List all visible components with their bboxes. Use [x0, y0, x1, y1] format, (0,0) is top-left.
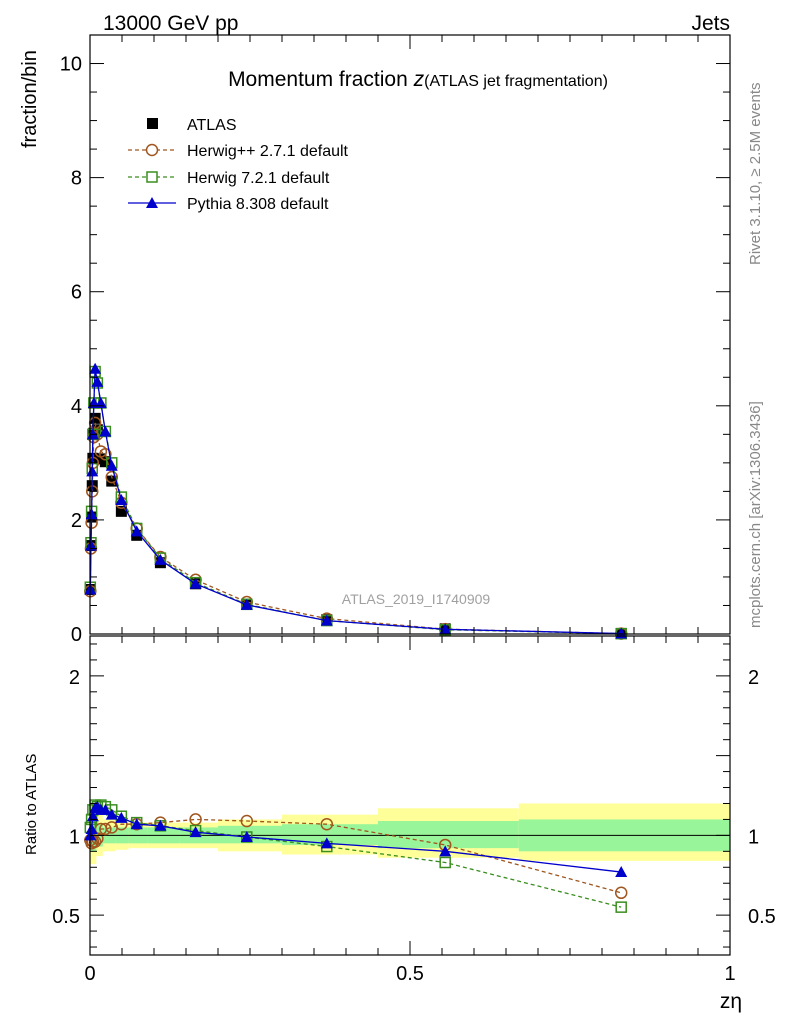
series-pythia-point [130, 525, 143, 537]
series-atlas-point [115, 505, 127, 517]
rivet-label: Rivet 3.1.10, ≥ 2.5M events [747, 83, 764, 266]
series-atlas-point [106, 475, 118, 487]
category-label: Jets [691, 12, 730, 35]
main-y-tick-label: 10 [60, 54, 82, 76]
ratio-series-herwigpp-point [99, 822, 112, 836]
legend-label-atlas: ATLAS [187, 117, 237, 134]
ratio-series-herwig7-point [439, 856, 451, 869]
series-pythia-point [86, 465, 99, 477]
legend-label-herwig7: Herwig 7.2.1 default [187, 170, 330, 187]
ratio-y-axis-label: Ratio to ATLAS [23, 754, 40, 855]
x-tick-label: 0.5 [396, 963, 424, 985]
series-atlas-point [99, 456, 111, 468]
main-title: Momentum fraction z(ATLAS jet fragmentat… [228, 68, 608, 91]
ratio-y-tick-label-left: 2 [69, 667, 80, 689]
series-pythia-point [115, 493, 128, 505]
ratio-series-pythia-point [105, 808, 118, 820]
x-axis-label: zη [720, 990, 742, 1013]
legend-marker-pythia [146, 197, 158, 208]
series-pythia-point [85, 508, 98, 520]
ratio-y-tick-label-right: 2 [748, 667, 759, 689]
ratio-series-pythia-point [189, 826, 202, 838]
legend-marker-atlas [147, 118, 158, 129]
ratio-y-tick-label-right: 1 [748, 826, 759, 848]
main-y-tick-label: 6 [71, 282, 82, 304]
legend-entry-atlas: ATLAS [147, 117, 237, 134]
legend-marker-herwig7 [146, 171, 158, 183]
x-tick-label: 0 [84, 963, 95, 985]
ratio-series-pythia-point [99, 803, 112, 815]
main-axes: 0 2 4 6 8 10 [60, 34, 731, 646]
main-y-tick-label: 0 [71, 624, 82, 646]
legend-entry-herwigpp: Herwig++ 2.7.1 default [128, 143, 349, 160]
ratio-plot-area [84, 799, 730, 913]
series-pythia [84, 362, 628, 639]
x-tick-label: 1 [724, 963, 735, 985]
series-pythia-point [189, 577, 202, 589]
ratio-y-tick-label-left: 1 [69, 826, 80, 848]
ratio-series-pythia-point [130, 818, 143, 830]
series-pythia-point [89, 362, 102, 374]
main-title-text: Momentum fraction [228, 68, 414, 91]
ratio-series-herwig7-point [615, 901, 627, 913]
main-y-tick-label: 4 [71, 396, 82, 418]
series-pythia-point [99, 425, 112, 437]
legend: ATLAS Herwig++ 2.7.1 default Herwig 7.2.… [128, 117, 349, 213]
ratio-series-pythia-point [320, 837, 333, 849]
ratio-series-pythia-point [439, 845, 452, 857]
series-pythia-point [105, 459, 118, 471]
series-pythia-point [320, 614, 333, 626]
legend-entry-herwig7: Herwig 7.2.1 default [128, 170, 330, 187]
main-title-subtitle: (ATLAS jet fragmentation) [424, 73, 608, 90]
series-atlas-point [89, 412, 101, 424]
energy-label: 13000 GeV pp [103, 12, 238, 35]
ratio-y-tick-label-right: 0.5 [748, 906, 776, 928]
main-y-axis-label: fraction/bin [19, 50, 41, 148]
main-y-tick-label: 8 [71, 168, 82, 190]
analysis-watermark: ATLAS_2019_I1740909 [342, 591, 491, 607]
ratio-series-herwig7-line [89, 804, 622, 908]
ratio-series-pythia-point [615, 866, 628, 878]
ratio-series-herwigpp-point [320, 817, 334, 831]
series-pythia-point [91, 375, 104, 387]
legend-label-herwigpp: Herwig++ 2.7.1 default [187, 143, 349, 160]
series-pythia-point [94, 396, 107, 408]
ratio-axes: 0.5 0.5 1 1 2 2 0 0.5 1 [52, 635, 776, 985]
legend-marker-herwigpp [145, 143, 159, 157]
ratio-series-herwigpp-point [614, 886, 628, 900]
main-title-variable: z [413, 68, 425, 91]
series-pythia-point [154, 553, 167, 565]
main-y-tick-label: 2 [71, 510, 82, 532]
series-pythia-point [84, 539, 97, 551]
series-herwigpp-point [99, 448, 112, 461]
legend-label-pythia: Pythia 8.308 default [187, 196, 329, 213]
series-pythia-point [240, 598, 253, 610]
ratio-series-pythia-point [115, 811, 128, 823]
ratio-series-herwigpp-point [240, 814, 254, 828]
ratio-series-pythia-point [154, 819, 167, 831]
uncertainty-band-inner [378, 821, 519, 849]
ratio-series-pythia [84, 800, 628, 878]
source-label: mcplots.cern.ch [arXiv:1306.3436] [747, 401, 764, 628]
series-herwigpp-point [105, 470, 119, 484]
ratio-series-pythia-point [240, 830, 253, 842]
ratio-y-tick-label-left: 0.5 [52, 906, 80, 928]
legend-entry-pythia: Pythia 8.308 default [128, 196, 329, 213]
ratio-series-pythia-point [85, 822, 98, 834]
